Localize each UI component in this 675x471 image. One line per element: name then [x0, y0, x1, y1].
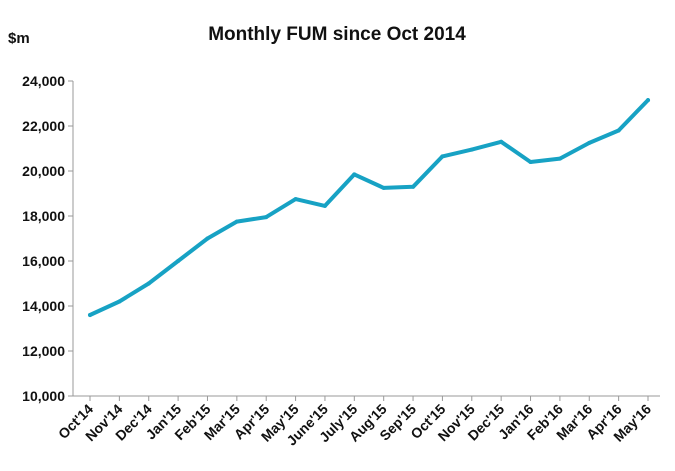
y-tick-label: 16,000 — [22, 253, 65, 269]
data-point — [411, 184, 416, 189]
data-point — [469, 147, 474, 152]
data-point — [234, 219, 239, 224]
data-point — [352, 172, 357, 177]
data-point — [646, 98, 650, 103]
data-point — [146, 281, 151, 286]
y-tick-label: 10,000 — [22, 388, 65, 404]
fum-series-line — [88, 98, 650, 317]
y-axis: 10,000 12,000 14,000 16,000 18,000 20,000 22,0… — [22, 73, 74, 404]
y-axis-unit-label: $m — [8, 30, 30, 47]
data-point — [528, 160, 533, 164]
data-point — [293, 197, 298, 202]
data-point — [499, 139, 504, 144]
y-tick-label: 14,000 — [22, 298, 65, 314]
data-point — [381, 185, 386, 190]
x-axis: Oct'14Nov'14Dec'14Jan'15Feb'15Mar'15Apr'… — [55, 395, 660, 449]
chart-title: Monthly FUM since Oct 2014 — [208, 24, 466, 45]
y-tick-label: 24,000 — [22, 73, 65, 89]
y-tick-label: 18,000 — [22, 208, 65, 224]
y-tick-label: 22,000 — [22, 118, 65, 134]
data-point — [557, 156, 562, 161]
data-point — [88, 313, 92, 317]
y-tick-label: 20,000 — [22, 163, 65, 179]
series-group — [88, 98, 650, 317]
data-point — [440, 154, 445, 159]
y-tick-label: 12,000 — [22, 343, 65, 359]
data-point — [616, 128, 621, 133]
data-point — [205, 236, 210, 241]
data-point — [587, 140, 592, 145]
data-point — [264, 215, 269, 220]
data-point — [117, 299, 122, 304]
data-point — [176, 259, 181, 263]
data-point — [322, 203, 327, 208]
